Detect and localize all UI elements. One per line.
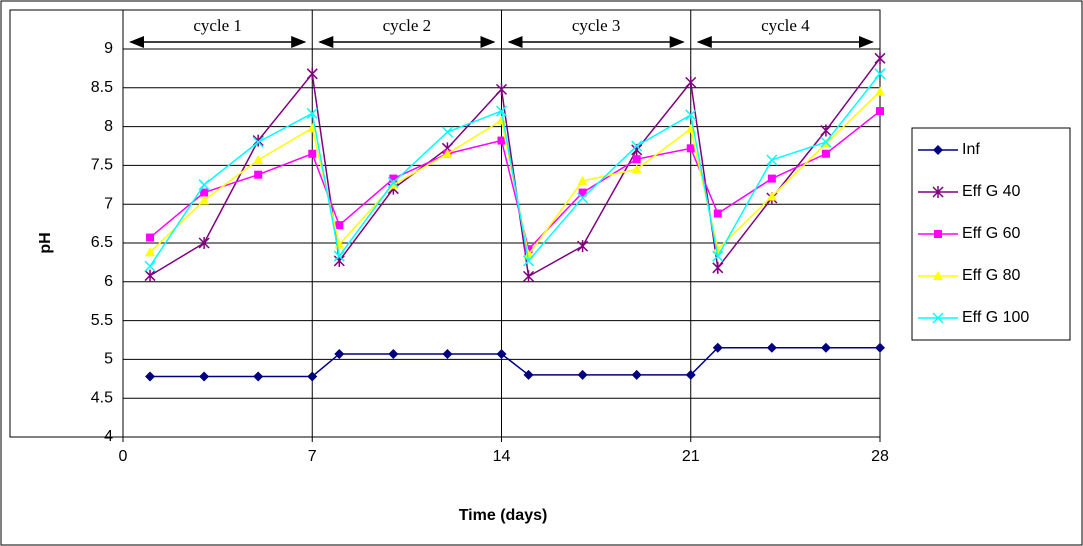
y-tick-label: 4.5 [91,389,113,406]
chart: pH Time (days) 44.555.566.577.588.590714… [0,0,1083,546]
cycle-label: cycle 1 [193,16,242,35]
legend-label: Eff G 100 [962,309,1029,326]
legend-label: Inf [962,141,980,158]
y-tick-label: 8.5 [91,79,113,96]
x-tick-label: 14 [493,448,511,465]
x-tick-label: 7 [308,448,317,465]
marker [687,144,695,152]
legend-label: Eff G 40 [962,183,1021,200]
marker [768,175,776,183]
legend-label: Eff G 80 [962,267,1021,284]
y-tick-label: 5 [104,351,113,368]
marker [335,221,343,229]
y-tick-label: 5.5 [91,312,113,329]
y-tick-label: 6.5 [91,234,113,251]
marker [254,171,262,179]
marker [714,210,722,218]
y-tick-label: 8 [104,118,113,135]
y-tick-label: 7 [104,195,113,212]
y-tick-label: 9 [104,40,113,57]
marker [146,234,154,242]
legend-label: Eff G 60 [962,225,1021,242]
x-axis-label: Time (days) [459,507,548,524]
y-axis-label: pH [37,232,54,253]
y-tick-label: 6 [104,273,113,290]
cycle-label: cycle 4 [761,16,810,35]
cycle-label: cycle 2 [383,16,432,35]
marker [633,155,641,163]
y-tick-label: 7.5 [91,157,113,174]
x-tick-label: 21 [682,448,700,465]
legend-marker [934,230,942,238]
marker [876,107,884,115]
marker [822,150,830,158]
x-tick-label: 0 [119,448,128,465]
marker [308,150,316,158]
x-tick-label: 28 [871,448,889,465]
cycle-label: cycle 3 [572,16,621,35]
